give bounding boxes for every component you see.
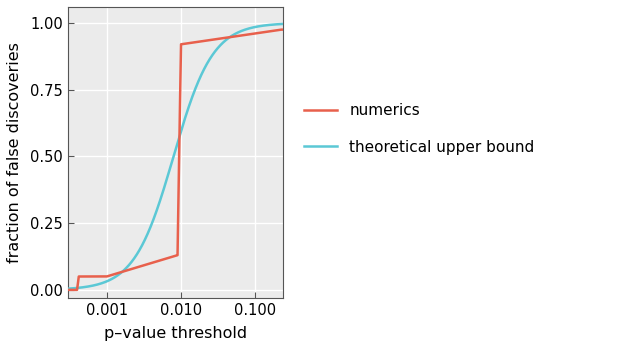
Legend: numerics, theoretical upper bound: numerics, theoretical upper bound — [298, 97, 541, 161]
X-axis label: p–value threshold: p–value threshold — [104, 326, 247, 341]
Y-axis label: fraction of false discoveries: fraction of false discoveries — [7, 42, 22, 263]
